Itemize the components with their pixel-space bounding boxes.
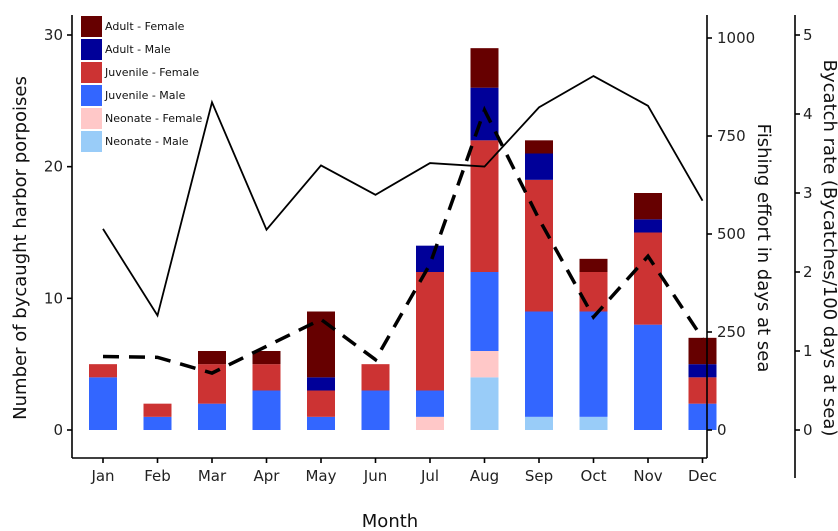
bar-aug-seg-2: [470, 272, 499, 351]
y2-tick-label: 750: [717, 127, 746, 145]
legend-swatch: [81, 85, 102, 106]
y3-tick-label: 5: [803, 26, 813, 44]
x-tick-label: Jun: [363, 467, 387, 485]
x-tick-label: May: [305, 467, 336, 485]
y3-tick-label: 2: [803, 263, 813, 281]
y3-tick-label: 4: [803, 105, 813, 123]
bar-oct-seg-5: [579, 258, 608, 272]
y2-tick-label: 500: [717, 225, 746, 243]
bar-jul-seg-3: [416, 272, 444, 391]
bar-may-seg-2: [307, 416, 335, 430]
legend-label: Adult - Female: [105, 20, 185, 33]
bar-nov-seg-2: [634, 324, 662, 430]
bar-feb-seg-2: [143, 416, 172, 430]
legend-swatch: [81, 16, 102, 37]
legend-swatch: [81, 131, 102, 152]
y-tick-label: 0: [53, 421, 63, 439]
y3-tick-label: 1: [803, 342, 813, 360]
bar-aug-seg-5: [470, 48, 499, 88]
x-tick-label: Oct: [581, 467, 607, 485]
y3-tick-label: 0: [803, 421, 813, 439]
bar-nov-seg-5: [634, 193, 662, 220]
y-tick-label: 20: [44, 158, 63, 176]
x-tick-label: Sep: [525, 467, 553, 485]
secondary-y-axis-title: Fishing effort in days at sea: [753, 124, 774, 373]
bar-sep-seg-5: [525, 140, 553, 154]
bar-apr-seg-3: [252, 364, 281, 391]
bar-may-seg-3: [307, 390, 335, 417]
bar-sep-seg-3: [525, 179, 553, 312]
axes-layer: 0 10 20 30 0 250 500 750 1000 0 1 2 3 4 5 Jan Feb Mar Apr M…: [44, 15, 813, 485]
legend-label: Neonate - Female: [105, 112, 202, 125]
x-tick-label: Jan: [90, 467, 114, 485]
y-tick-label: 30: [44, 26, 63, 44]
bar-sep-seg-2: [525, 311, 553, 417]
bar-feb-seg-3: [143, 403, 172, 417]
bar-dec-seg-2: [688, 403, 717, 430]
tertiary-y-axis-title: Bycatch rate (Bycatches/100 days at sea): [819, 60, 838, 437]
y3-tick-label: 3: [803, 184, 813, 202]
bar-nov-seg-4: [634, 219, 662, 233]
bar-jul-seg-4: [416, 245, 444, 272]
bar-aug-seg-3: [470, 140, 499, 272]
legend-swatch: [81, 62, 102, 83]
bar-jan-seg-2: [89, 377, 117, 430]
bar-may-seg-5: [307, 311, 335, 378]
legend-swatch: [81, 108, 102, 129]
y2-tick-label: 1000: [717, 29, 755, 47]
legend: Adult - Female Adult - Male Juvenile - Fem…: [81, 16, 202, 152]
y2-tick-label: 250: [717, 323, 746, 341]
bar-dec-seg-4: [688, 364, 717, 378]
y-axis-title: Number of bycaught harbor porpoises: [10, 76, 31, 420]
bar-aug-seg-0: [470, 377, 499, 430]
fishing-effort-line: [102, 74, 704, 318]
bar-nov-seg-3: [634, 232, 662, 325]
legend-label: Neonate - Male: [105, 135, 189, 148]
bar-oct-seg-2: [579, 311, 608, 417]
bar-sep-seg-0: [525, 416, 553, 430]
x-tick-label: Aug: [470, 467, 499, 485]
bar-aug-seg-1: [470, 351, 499, 378]
bycatch-rate-line: [102, 105, 704, 375]
x-tick-label: Dec: [688, 467, 717, 485]
legend-label: Juvenile - Female: [104, 66, 199, 79]
bar-mar-seg-5: [198, 351, 226, 365]
legend-label: Adult - Male: [105, 43, 171, 56]
bar-apr-seg-5: [252, 351, 281, 365]
x-axis-title: Month: [362, 511, 418, 531]
bar-sep-seg-4: [525, 153, 553, 180]
bar-may-seg-4: [307, 377, 335, 391]
y2-tick-label: 0: [717, 421, 727, 439]
bar-dec-seg-3: [688, 377, 717, 404]
x-tick-label: Apr: [254, 467, 281, 485]
x-tick-label: Mar: [198, 467, 227, 485]
x-tick-label: Feb: [144, 467, 171, 485]
bar-mar-seg-2: [198, 403, 226, 430]
legend-label: Juvenile - Male: [104, 89, 186, 102]
bar-jun-seg-2: [361, 390, 390, 430]
bar-jul-seg-1: [416, 416, 444, 430]
x-tick-label: Jul: [420, 467, 439, 485]
y-tick-label: 10: [44, 289, 63, 307]
bar-mar-seg-3: [198, 364, 226, 404]
bar-jan-seg-3: [89, 364, 117, 378]
x-tick-label: Nov: [633, 467, 662, 485]
bar-jun-seg-3: [361, 364, 390, 391]
bar-oct-seg-3: [579, 272, 608, 312]
bar-dec-seg-5: [688, 337, 717, 365]
bar-oct-seg-0: [579, 416, 608, 430]
bar-jul-seg-2: [416, 390, 444, 417]
bar-apr-seg-2: [252, 390, 281, 430]
legend-swatch: [81, 39, 102, 60]
lines-layer: [102, 74, 704, 375]
bars-layer: [89, 48, 717, 430]
